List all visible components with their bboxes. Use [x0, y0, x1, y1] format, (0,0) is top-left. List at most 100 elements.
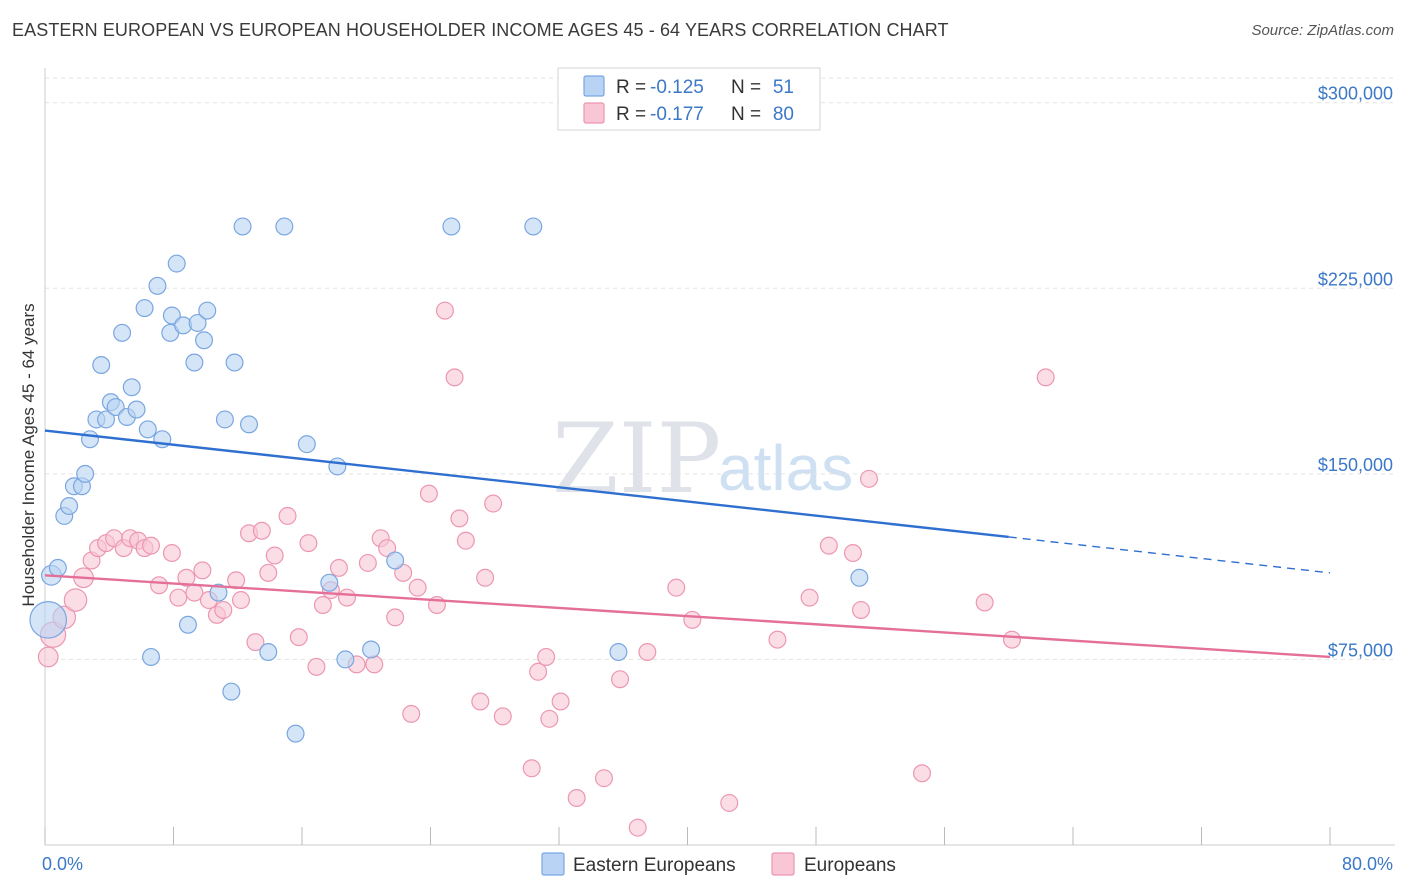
eastern-europeans-point: [215, 410, 234, 429]
watermark-atlas: atlas: [718, 432, 853, 504]
eastern-europeans-point: [195, 331, 214, 350]
eastern-europeans-point: [297, 435, 316, 454]
europeans-point: [683, 610, 702, 629]
eastern-europeans-point: [97, 410, 116, 429]
europeans-point: [259, 563, 278, 582]
eastern-europeans-point: [148, 276, 167, 295]
eastern-europeans-point: [188, 313, 207, 332]
europeans-point: [177, 568, 196, 587]
eastern-europeans-point: [127, 400, 146, 419]
chart-title: EASTERN EUROPEAN VS EUROPEAN HOUSEHOLDER…: [12, 20, 949, 40]
legend-n-value: 51: [773, 77, 794, 98]
eastern-europeans-point: [185, 353, 204, 372]
europeans-point: [408, 578, 427, 597]
legend-n-label: N =: [731, 77, 761, 98]
europeans-point: [386, 608, 405, 627]
trend-line-eastern-europeans: [44, 429, 1009, 539]
series-legend: Eastern Europeans Europeans: [541, 852, 896, 876]
eastern-europeans-point: [135, 299, 154, 318]
eastern-europeans-point: [138, 420, 157, 439]
europeans-point: [214, 600, 233, 619]
y-tick-label: $225,000: [1318, 269, 1393, 289]
series-europeans-points: [37, 301, 1055, 837]
eastern-europeans-point: [239, 415, 258, 434]
trend-line-eastern-europeans-extrapolated: [1008, 536, 1331, 574]
europeans-point: [638, 643, 657, 662]
europeans-point: [299, 534, 318, 553]
europeans-point: [975, 593, 994, 612]
eastern-europeans-point: [850, 568, 869, 587]
legend-r-value: -0.177: [650, 104, 704, 125]
europeans-point: [540, 709, 559, 728]
europeans-point: [537, 647, 556, 666]
x-tick-label-max: 80.0%: [1342, 854, 1393, 874]
eastern-europeans-point: [524, 217, 543, 236]
legend-label-eastern-europeans: Eastern Europeans: [573, 855, 736, 876]
eastern-europeans-point: [198, 301, 217, 320]
eastern-europeans-point: [106, 398, 125, 417]
y-tick-labels: $75,000 $150,000 $225,000 $300,000: [1318, 84, 1393, 661]
europeans-point: [851, 600, 870, 619]
legend-swatch-europeans: [583, 102, 605, 124]
eastern-europeans-point: [48, 558, 67, 577]
europeans-point: [150, 576, 169, 595]
europeans-point: [476, 568, 495, 587]
europeans-point: [169, 588, 188, 607]
europeans-point: [450, 509, 469, 528]
trend-line-europeans: [44, 574, 1331, 659]
eastern-europeans-point: [167, 254, 186, 273]
europeans-point: [358, 553, 377, 572]
y-tick-label: $300,000: [1318, 84, 1393, 104]
eastern-europeans-point: [286, 724, 305, 743]
europeans-point: [445, 368, 464, 387]
legend-swatch-eastern-europeans: [583, 75, 605, 97]
legend-r-label: R =: [616, 77, 646, 98]
y-tick-label: $150,000: [1318, 455, 1393, 475]
europeans-point: [252, 521, 271, 540]
eastern-europeans-point: [233, 217, 252, 236]
y-tick-label: $75,000: [1328, 640, 1393, 660]
europeans-point: [667, 578, 686, 597]
europeans-point: [594, 769, 613, 788]
legend-swatch-europeans: [771, 852, 795, 876]
europeans-point: [768, 630, 787, 649]
eastern-europeans-point: [80, 430, 99, 449]
eastern-europeans-point: [162, 306, 181, 325]
europeans-point: [471, 692, 490, 711]
europeans-point: [37, 646, 59, 668]
eastern-europeans-point: [328, 457, 347, 476]
eastern-europeans-point: [609, 643, 628, 662]
europeans-point: [522, 759, 541, 778]
europeans-point: [611, 670, 630, 689]
eastern-europeans-point: [113, 323, 132, 342]
europeans-point: [142, 536, 161, 555]
europeans-point: [231, 591, 250, 610]
europeans-point: [819, 536, 838, 555]
watermark: ZIP atlas: [552, 403, 853, 515]
europeans-point: [337, 588, 356, 607]
x-tick-label-min: 0.0%: [42, 854, 83, 874]
legend-n-label: N =: [731, 104, 761, 125]
eastern-europeans-point: [259, 643, 278, 662]
europeans-point: [800, 588, 819, 607]
grid-lines: [45, 77, 1395, 660]
eastern-europeans-point: [209, 583, 228, 602]
legend-r-label: R =: [616, 104, 646, 125]
eastern-europeans-point: [142, 647, 161, 666]
europeans-point: [720, 793, 739, 812]
europeans-point: [551, 692, 570, 711]
europeans-point: [193, 561, 212, 580]
axes: [44, 68, 1395, 846]
stats-legend: R = -0.125 N = 51 R = -0.177 N = 80: [557, 67, 821, 131]
eastern-europeans-point: [92, 356, 111, 375]
y-axis-title: Householder Income Ages 45 - 64 years: [19, 303, 38, 606]
trend-lines: [44, 429, 1331, 659]
europeans-point: [628, 818, 647, 837]
europeans-point: [289, 628, 308, 647]
legend-swatch-eastern-europeans: [541, 852, 565, 876]
europeans-point: [313, 596, 332, 615]
europeans-point: [278, 506, 297, 525]
europeans-point: [402, 704, 421, 723]
eastern-europeans-point: [29, 601, 68, 639]
